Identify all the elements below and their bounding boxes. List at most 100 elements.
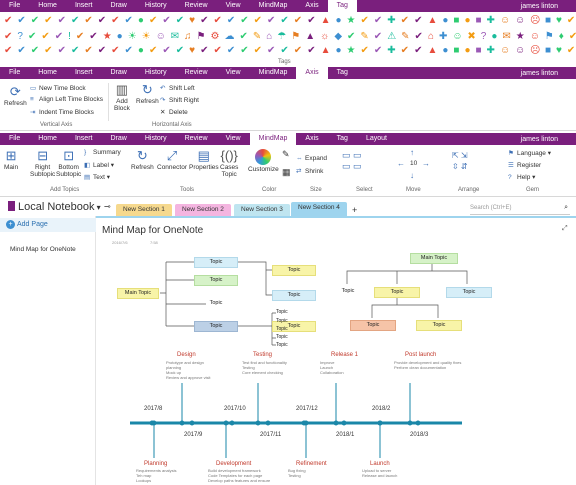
tab-view[interactable]: View [225, 69, 241, 76]
tag-icon[interactable]: ✚ [387, 45, 396, 56]
tag-icon[interactable]: ● [116, 31, 123, 42]
shrink-button[interactable]: ⇄ Shrink [296, 168, 324, 175]
tag-icon[interactable]: ■ [453, 45, 460, 56]
tag-icon[interactable]: ✔ [414, 15, 423, 26]
tag-icon[interactable]: ♥ [189, 15, 196, 26]
tab-view[interactable]: View [225, 135, 241, 142]
line-color-button[interactable]: ✎ [282, 149, 290, 159]
tab-file[interactable]: File [9, 2, 21, 9]
section-tab-3[interactable]: New Section 3 [234, 204, 290, 216]
tag-icon[interactable]: ● [464, 15, 471, 26]
tag-icon[interactable]: ☺ [155, 31, 166, 42]
sub-topic-node[interactable]: Topic [276, 318, 288, 324]
tag-icon[interactable]: ? [480, 31, 487, 42]
tag-icon[interactable]: ✔ [280, 45, 289, 56]
tag-icon[interactable]: ● [137, 15, 144, 26]
tag-icon[interactable]: ✔ [30, 15, 40, 26]
tag-icon[interactable]: ✉ [170, 31, 180, 42]
tab-home[interactable]: Home [38, 2, 57, 9]
user-name[interactable]: james linton [520, 135, 558, 143]
tag-icon[interactable]: ✔ [84, 45, 93, 56]
tab-tag[interactable]: Tag [336, 69, 348, 76]
tag-icon[interactable]: ♦ [558, 31, 564, 42]
tag-icon[interactable]: ✔ [566, 15, 576, 26]
tag-icon[interactable]: ✔ [293, 45, 303, 56]
topic-node[interactable]: Topic [272, 321, 316, 332]
tag-icon[interactable]: ✔ [54, 31, 64, 42]
topic-node[interactable]: Topic [194, 257, 238, 268]
sub-topic-node[interactable]: Topic [276, 334, 288, 340]
tag-icon[interactable]: ✔ [568, 31, 576, 42]
expand-page-icon[interactable]: ⤢ [562, 225, 568, 232]
add-block-button[interactable]: ▥ Add Block [114, 82, 130, 113]
tab-axis[interactable]: Axis [296, 67, 328, 79]
tab-axis[interactable]: Axis [305, 2, 319, 9]
tab-tag[interactable]: Tag [327, 0, 357, 12]
tag-icon[interactable]: ✔ [162, 15, 171, 26]
tab-insert[interactable]: Insert [74, 69, 93, 76]
tab-review[interactable]: Review [184, 2, 208, 9]
tag-icon[interactable]: ■ [475, 45, 482, 56]
tab-mindmap[interactable]: MindMap [249, 133, 297, 145]
tag-icon[interactable]: ♥ [555, 45, 562, 56]
tag-icon[interactable]: ☂ [277, 31, 287, 42]
section-tab-2[interactable]: New Section 2 [175, 204, 231, 216]
tag-icon[interactable]: ✔ [4, 45, 13, 56]
right-subtopic-button[interactable]: ⊟ Right Subtopic [30, 148, 56, 179]
topic-node[interactable]: Topic [272, 290, 316, 301]
tag-icon[interactable]: ✔ [373, 15, 383, 26]
axis-refresh2-button[interactable]: ↻ Refresh [136, 82, 159, 106]
tag-icon[interactable]: ✔ [373, 45, 383, 56]
tag-icon[interactable]: ☹ [529, 45, 541, 56]
tab-axis[interactable]: Axis [305, 135, 319, 142]
tab-mindmap[interactable]: MindMap [258, 2, 288, 9]
help-button[interactable]: ? Help ▾ [508, 174, 536, 181]
move-right-button[interactable]: → [422, 159, 430, 168]
tag-icon[interactable]: ⚑ [291, 31, 301, 42]
tag-icon[interactable]: ✉ [502, 31, 511, 42]
tag-icon[interactable]: ✔ [111, 15, 120, 26]
mindmap-refresh-button[interactable]: ↻ Refresh [131, 148, 154, 172]
sub-topic-node[interactable]: Topic [276, 326, 288, 332]
tag-icon[interactable]: ★ [515, 31, 525, 42]
tag-icon[interactable]: ✔ [566, 45, 576, 56]
tag-icon[interactable]: ✚ [387, 15, 396, 26]
tag-icon[interactable]: ✔ [175, 45, 185, 56]
axis-refresh-button[interactable]: ⟳ Refresh [4, 84, 27, 108]
register-button[interactable]: ☰ Register [508, 162, 542, 169]
tab-draw[interactable]: Draw [110, 2, 127, 9]
tag-icon[interactable]: ◆ [334, 31, 343, 42]
main-topic-left[interactable]: Main Topic [117, 288, 159, 299]
tag-icon[interactable]: ✔ [414, 31, 423, 42]
tab-file[interactable]: File [9, 135, 21, 142]
tag-icon[interactable]: ✔ [213, 45, 222, 56]
tag-icon[interactable]: ✔ [148, 45, 158, 56]
tab-layout[interactable]: Layout [365, 135, 387, 142]
tag-icon[interactable]: ● [137, 45, 144, 56]
user-name[interactable]: james linton [520, 69, 558, 77]
cases-topic-button[interactable]: {()} Cases Topic [220, 148, 239, 179]
tag-icon[interactable]: ● [464, 45, 471, 56]
topic-node[interactable]: Topic [350, 320, 396, 331]
tag-icon[interactable]: ♥ [189, 45, 196, 56]
main-topic-right[interactable]: Main Topic [410, 253, 458, 264]
indent-button[interactable]: ⇥ Indent Time Blocks [30, 109, 94, 116]
topic-node[interactable]: Topic [194, 275, 238, 286]
summary-button[interactable]: } Summary [84, 149, 121, 156]
tab-draw[interactable]: Draw [110, 69, 127, 76]
tag-icon[interactable]: ✔ [41, 31, 50, 42]
tag-icon[interactable]: ☼ [320, 31, 330, 42]
tag-icon[interactable]: ☀ [141, 31, 151, 42]
move-left-button[interactable]: ← [397, 159, 405, 168]
tag-icon[interactable]: ✔ [213, 15, 222, 26]
tag-icon[interactable]: ✔ [200, 45, 209, 56]
tag-icon[interactable]: ✔ [267, 15, 276, 26]
tag-icon[interactable]: ⚑ [544, 31, 554, 42]
tag-icon[interactable]: ✔ [347, 31, 356, 42]
main-topic-button[interactable]: ⊞ Main [4, 148, 19, 172]
tag-icon[interactable]: ★ [102, 31, 112, 42]
tag-icon[interactable]: ✔ [97, 15, 107, 26]
tag-icon[interactable]: ● [442, 15, 449, 26]
pin-icon[interactable]: ⊸ [104, 202, 111, 211]
tab-review[interactable]: Review [184, 69, 208, 76]
